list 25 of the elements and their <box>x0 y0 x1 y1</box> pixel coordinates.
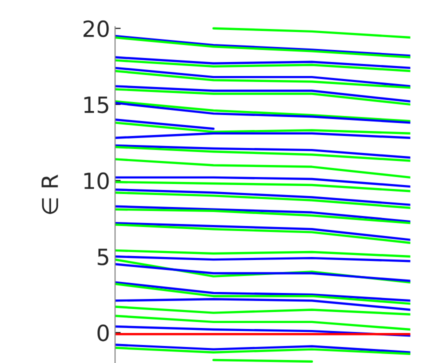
line-series <box>115 222 410 241</box>
y-tick-label: 10 <box>84 172 109 190</box>
line-series <box>115 208 410 224</box>
line-series <box>115 144 410 159</box>
y-tick-label: 0 <box>98 324 109 342</box>
y-axis-title: ∈ R <box>42 174 58 214</box>
line-series <box>115 158 410 179</box>
line-series <box>115 344 410 354</box>
y-tick-label: 5 <box>98 248 108 266</box>
line-series <box>115 258 410 284</box>
line-series <box>115 122 410 134</box>
line-series <box>115 223 410 244</box>
line-series <box>115 188 410 206</box>
line-series <box>115 192 410 209</box>
line-series <box>115 146 410 162</box>
line-series <box>115 56 410 70</box>
y-tick-label: 15 <box>84 96 108 114</box>
line-series <box>115 205 410 223</box>
y-tick-label: 20 <box>84 20 109 38</box>
line-series <box>115 59 410 72</box>
line-series <box>115 325 410 337</box>
line-series <box>115 180 410 192</box>
line-series <box>115 346 410 355</box>
line-series <box>115 306 410 316</box>
line-series <box>115 249 410 258</box>
